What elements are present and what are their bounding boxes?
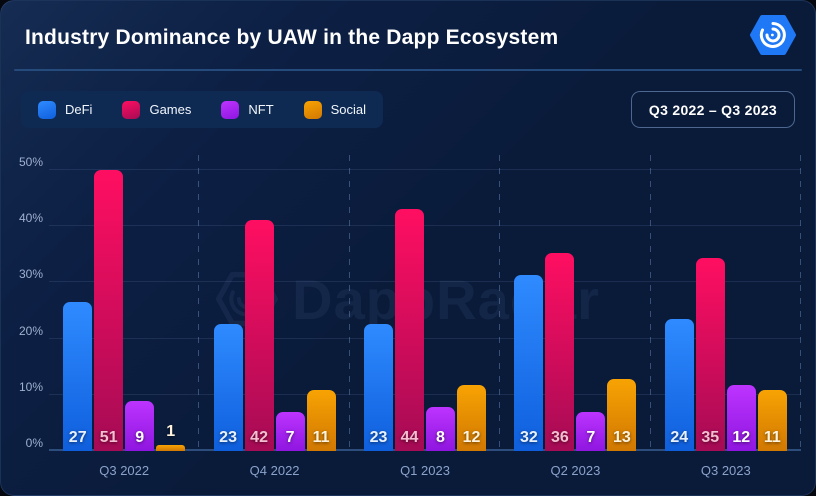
bar-social-q4-2022[interactable]: 11 [306,390,336,451]
y-axis-tick: 30% [18,267,43,282]
bar-defi-q3-2023[interactable]: 24 [664,319,694,451]
bar-games-q4-2022[interactable]: 42 [244,220,274,451]
legend-label: Games [149,102,192,117]
y-axis-tick: 0% [25,436,43,450]
gridline-50% [49,169,801,170]
bar-value-label: 13 [612,429,631,446]
bar-social-q1-2023[interactable]: 12 [456,385,486,451]
bar-value-label: 23 [369,429,388,446]
bar-games-q3-2022[interactable]: 51 [94,170,124,451]
bar-value-label: 35 [701,429,720,446]
bar-value-label: 12 [462,429,481,446]
bar-social-q2-2023[interactable]: 13 [607,379,637,451]
bar-nft-q4-2022[interactable]: 7 [275,412,305,451]
bar-nft-q3-2023[interactable]: 12 [726,385,756,451]
legend-item-games[interactable]: Games [122,100,192,119]
bar-group-q3-2022: 27 51 9 1 [49,151,199,451]
bar-value-label: 51 [99,429,118,446]
bar-defi-q3-2022[interactable]: 27 [63,302,93,451]
y-axis-tick: 50% [18,155,43,169]
bar-value-label: 44 [400,429,419,446]
dappradar-logo-icon [750,15,796,55]
bar-defi-q1-2023[interactable]: 23 [363,324,393,451]
bar-value-label: 24 [670,429,689,446]
legend-label: Social [330,102,367,117]
bar-value-label: 1 [166,423,176,440]
bar-group-q1-2023: 23 44 8 12 [350,151,500,451]
bar-defi-q4-2022[interactable]: 23 [213,324,243,451]
vertical-separator [348,155,350,451]
x-axis-label: Q4 2022 [249,463,300,478]
bar-value-label: 42 [250,429,268,446]
bar-nft-q2-2023[interactable]: 7 [576,412,606,451]
legend-label: DeFi [65,102,93,117]
bar-value-label: 8 [436,429,445,446]
bar-group-q2-2023: 32 36 7 13 [500,151,650,451]
bar-value-label: 11 [312,429,330,446]
plot-area: 0% 10% 20% 30% 40% 50% 27 51 9 1 Q3 2022 23 42 7 11 Q4 … [19,151,801,478]
legend-item-nft[interactable]: NFT [221,100,274,119]
chart-legend: DeFi Games NFT Social [21,91,384,128]
legend-label: NFT [248,102,274,117]
y-axis-tick: 40% [18,211,43,226]
gridline-0% [49,449,801,451]
vertical-separator [198,155,200,451]
vertical-separator [649,155,651,451]
x-axis-label: Q3 2023 [700,463,751,478]
bar-value-label: 36 [550,429,569,446]
bar-value-label: 12 [732,429,751,446]
gridline-20% [49,337,801,339]
date-range-chip[interactable]: Q3 2022 – Q3 2023 [630,91,795,128]
bar-nft-q1-2023[interactable]: 8 [425,407,455,451]
legend-swatch-nft [221,100,240,119]
vertical-separator [499,155,501,451]
bar-games-q3-2023[interactable]: 35 [695,258,725,451]
legend-swatch-defi [38,100,56,119]
legend-swatch-social [303,100,322,119]
bar-defi-q2-2023[interactable]: 32 [514,275,544,451]
bar-value-label: 7 [285,429,295,446]
x-axis-label: Q2 2023 [550,463,601,478]
bar-social-q3-2023[interactable]: 11 [757,390,787,451]
bar-value-label: 11 [763,429,781,446]
gridline-10% [49,393,801,395]
bar-value-label: 9 [135,429,145,446]
x-axis-label: Q1 2023 [400,463,450,478]
y-axis-tick: 10% [18,379,43,394]
bar-value-label: 32 [519,429,538,446]
bar-nft-q3-2022[interactable]: 9 [125,401,155,451]
bar-games-q2-2023[interactable]: 36 [545,253,575,451]
bar-value-label: 7 [586,429,596,446]
header-divider [14,69,802,71]
gridline-30% [49,281,801,283]
bar-group-q3-2023: 24 35 12 11 [651,151,801,451]
legend-item-social[interactable]: Social [303,100,367,119]
x-axis-label: Q3 2022 [99,463,150,478]
vertical-separator [800,155,801,451]
bar-value-label: 23 [219,429,237,446]
bar-value-label: 27 [68,429,87,446]
legend-swatch-games [122,100,141,119]
bar-games-q1-2023[interactable]: 44 [394,209,424,451]
y-axis-tick: 20% [18,323,43,338]
legend-item-defi[interactable]: DeFi [38,100,93,119]
page-title: Industry Dominance by UAW in the Dapp Ec… [25,26,559,49]
bar-social-q3-2022[interactable]: 1 [156,423,186,451]
gridline-40% [49,225,801,227]
bar-group-q4-2022: 23 42 7 11 [199,151,349,451]
